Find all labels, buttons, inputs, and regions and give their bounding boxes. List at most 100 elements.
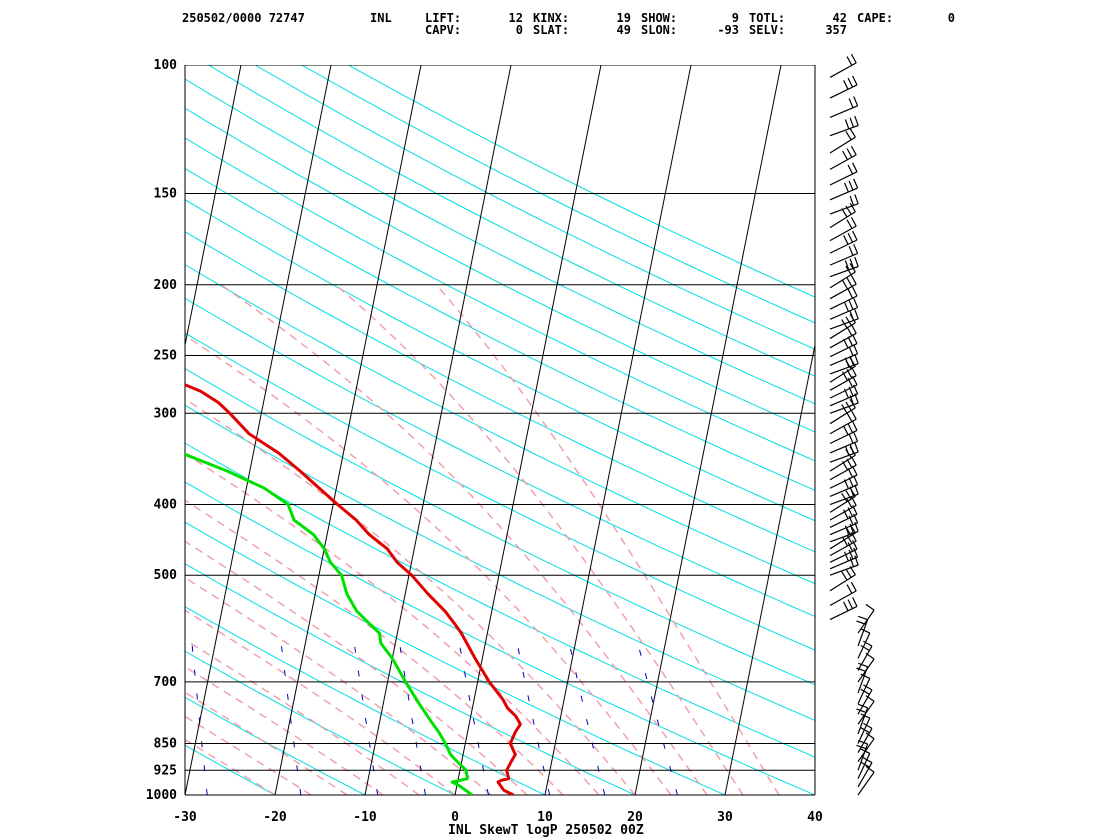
wind-barb-feather <box>845 316 852 326</box>
mixing-ratio-line <box>456 633 489 795</box>
wind-barb-feather <box>850 581 857 592</box>
temperature-tick-label: -10 <box>353 810 377 825</box>
wind-barb-staff <box>829 124 859 137</box>
wind-barb <box>829 581 857 606</box>
header-slon-value: -93 <box>717 23 739 37</box>
wind-barb-feather <box>848 245 854 256</box>
wind-barb-feather <box>849 258 855 269</box>
wind-barbs <box>829 53 875 796</box>
moist-adiabat-line <box>185 715 312 795</box>
isotherm-line <box>724 342 815 795</box>
wind-barb-feather <box>852 75 858 86</box>
wind-barb <box>829 145 857 170</box>
wind-barb-feather <box>846 219 853 229</box>
wind-barb-staff <box>829 353 858 367</box>
wind-barb-staff <box>829 105 858 119</box>
profiles <box>185 383 522 795</box>
dry-adiabat-line <box>185 368 815 686</box>
wind-barb <box>857 684 873 715</box>
wind-barb <box>829 565 856 592</box>
wind-barb-feather <box>849 117 855 128</box>
wind-barb-feather <box>844 525 850 536</box>
isotherm-line <box>5 65 151 795</box>
wind-barb-feather <box>854 442 859 453</box>
wind-barb-feather <box>854 555 859 566</box>
wind-barb-staff <box>829 484 858 498</box>
wind-barb-staff <box>829 402 859 414</box>
dry-adiabat-line <box>185 404 815 721</box>
wind-barb-feather <box>854 194 859 204</box>
wind-barb-feather <box>843 551 849 562</box>
moist-adiabat-line <box>435 284 780 795</box>
wind-barb-feather <box>853 178 859 189</box>
wind-barb-staff <box>829 239 858 254</box>
wind-barb <box>829 286 858 310</box>
wind-barb-feather <box>865 732 875 740</box>
wind-barb-feather <box>860 727 870 734</box>
wind-barb-feather <box>846 277 853 287</box>
wind-barb-feather <box>846 534 853 544</box>
moist-adiabat-line <box>335 284 744 795</box>
wind-barb-staff <box>829 211 856 229</box>
wind-barb-feather <box>852 539 858 550</box>
wind-barb-staff <box>857 700 875 725</box>
wind-barb <box>829 344 859 367</box>
wind-barb-feather <box>847 599 854 609</box>
isobars <box>185 65 815 795</box>
moist-adiabat-line <box>185 738 276 795</box>
wind-barb-feather <box>852 162 858 173</box>
wind-barb-feather <box>852 465 858 476</box>
wind-barb-staff <box>857 645 873 671</box>
pressure-tick-label: 200 <box>154 278 178 293</box>
wind-barb-feather <box>846 148 853 158</box>
header-show-label: SHOW: <box>641 11 677 25</box>
wind-barb <box>829 324 857 349</box>
wind-barb-feather <box>856 667 867 672</box>
wind-barb <box>829 53 857 78</box>
wind-barb-feather <box>860 713 871 719</box>
wind-barb-feather <box>848 98 854 108</box>
wind-barb-staff <box>857 609 875 634</box>
dry-adiabat-line <box>254 65 815 350</box>
wind-barb-feather <box>860 628 871 634</box>
wind-barb-staff <box>857 728 873 753</box>
wind-barb-feather <box>852 334 858 344</box>
wind-barb-feather <box>843 509 849 519</box>
header-show-value: 9 <box>732 11 739 25</box>
wind-barb-feather <box>847 77 854 88</box>
wind-barb-feather <box>865 603 875 611</box>
wind-barb-feather <box>845 568 852 578</box>
wind-barb <box>829 442 859 463</box>
wind-barb-feather <box>847 232 854 243</box>
wind-barb <box>829 410 857 435</box>
wind-barb-feather <box>852 286 858 297</box>
wind-barb-feather <box>850 275 857 285</box>
wind-barb <box>829 194 859 215</box>
wind-barb-feather <box>860 644 870 652</box>
header-cape-label: CAPE: <box>857 11 893 25</box>
moist-adiabat-line <box>185 576 492 795</box>
wind-barb <box>829 202 856 229</box>
wind-barb-feather <box>863 640 873 647</box>
isotherm-line <box>364 65 512 795</box>
wind-barb-staff <box>857 738 875 762</box>
wind-barb-feather <box>853 243 859 254</box>
wind-barb-staff <box>829 548 858 563</box>
header-kinx-value: 19 <box>617 11 631 25</box>
moist-adiabat-line <box>185 499 564 795</box>
isotherm-line <box>274 65 422 795</box>
wind-barb-feather <box>846 412 853 422</box>
temperature-tick-label: 10 <box>537 810 553 825</box>
isotherm-line <box>185 65 242 348</box>
wind-barb-feather <box>854 115 859 126</box>
wind-barb-feather <box>856 708 867 713</box>
wind-barb <box>829 505 858 528</box>
wind-barb-feather <box>842 150 849 160</box>
wind-barb-staff <box>829 265 859 278</box>
pressure-tick-label: 250 <box>154 348 178 363</box>
header-capv-label: CAPV: <box>425 23 461 37</box>
wind-barb <box>829 128 856 154</box>
wind-barb-feather <box>850 145 857 156</box>
header-totl-value: 42 <box>833 11 847 25</box>
wind-barb-feather <box>857 662 868 668</box>
